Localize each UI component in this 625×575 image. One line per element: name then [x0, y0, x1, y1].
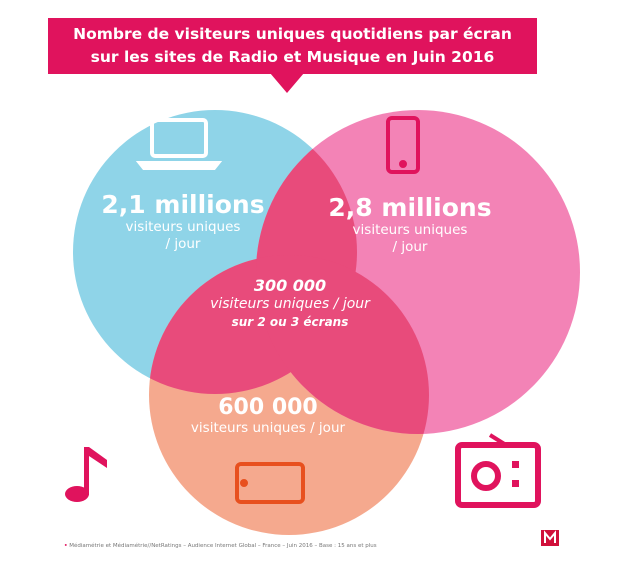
tablet-value: 600 000 — [218, 395, 318, 420]
music-note-icon — [65, 447, 107, 502]
desktop-stat: 2,1 millions visiteurs uniques / jour — [83, 190, 283, 253]
mobile-label-2: / jour — [392, 239, 428, 255]
overlap-stat: 300 000 visiteurs uniques / jour sur 2 o… — [190, 277, 390, 331]
mobile-value: 2,8 millions — [328, 193, 492, 222]
tablet-label-1: visiteurs uniques / jour — [190, 420, 346, 436]
title-line-1: Nombre de visiteurs uniques quotidiens p… — [73, 25, 512, 43]
title-line-2: sur les sites de Radio et Musique en Jui… — [90, 48, 495, 66]
desktop-label-2: / jour — [165, 236, 201, 252]
banner-pointer — [270, 73, 304, 93]
desktop-value: 2,1 millions — [101, 190, 265, 219]
laptop-icon — [135, 118, 223, 170]
overlap-label-2: sur 2 ou 3 écrans — [231, 315, 349, 329]
overlap-label-1: visiteurs uniques / jour — [210, 296, 370, 312]
smartphone-icon — [386, 116, 420, 174]
desktop-label-1: visiteurs uniques — [125, 219, 241, 235]
overlap-value: 300 000 — [253, 276, 327, 295]
source-footnote: • Médiamétrie et Médiamétrie//NetRatings… — [64, 543, 377, 549]
footnote-text: Médiamétrie et Médiamétrie//NetRatings –… — [69, 543, 377, 549]
tablet-icon — [235, 462, 305, 504]
title-banner: Nombre de visiteurs uniques quotidiens p… — [48, 18, 537, 74]
mediametrie-logo — [541, 530, 559, 546]
radio-icon — [455, 433, 541, 508]
mobile-stat: 2,8 millions visiteurs uniques / jour — [310, 193, 510, 256]
tablet-stat: 600 000 visiteurs uniques / jour — [168, 395, 368, 437]
overlap-desktop-tablet — [149, 255, 357, 394]
mobile-label-1: visiteurs uniques — [352, 222, 468, 238]
